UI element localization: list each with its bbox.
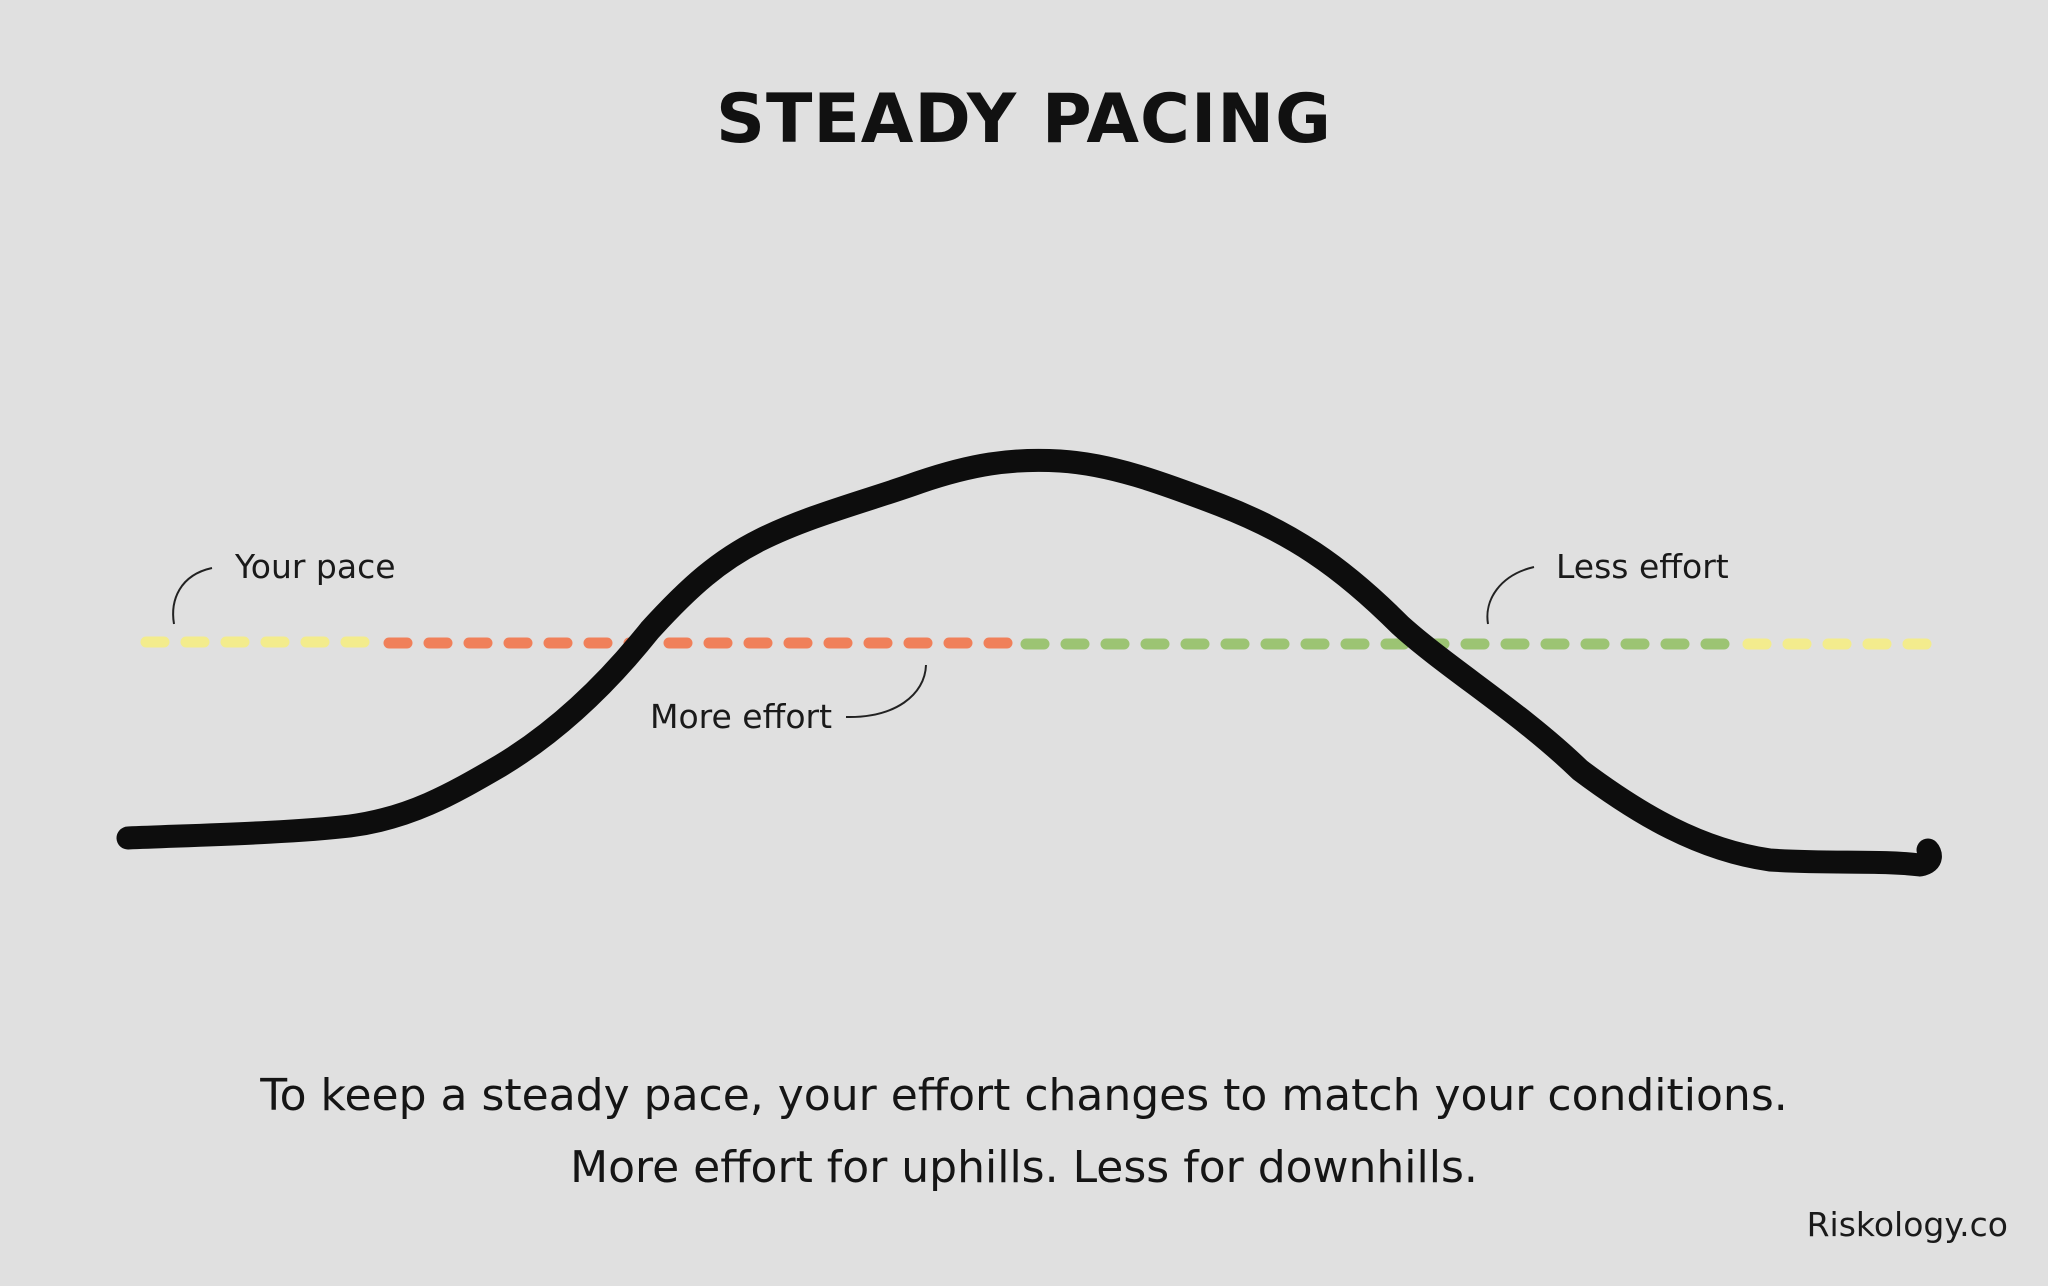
leader-your-pace — [172, 567, 213, 625]
leader-less-effort — [1486, 566, 1535, 625]
caption-line-2: More effort for uphills. Less for downhi… — [570, 1142, 1478, 1193]
label-less-effort: Less effort — [1556, 547, 1729, 586]
label-more-effort: More effort — [650, 697, 833, 736]
terrain-hill-line — [116, 448, 1942, 877]
leader-more-effort — [845, 664, 927, 719]
page-title: STEADY PACING — [715, 80, 1332, 159]
label-your-pace: Your pace — [235, 547, 396, 586]
caption-line-1: To keep a steady pace, your effort chang… — [260, 1070, 1788, 1121]
credit-text: Riskology.co — [1806, 1205, 2008, 1244]
